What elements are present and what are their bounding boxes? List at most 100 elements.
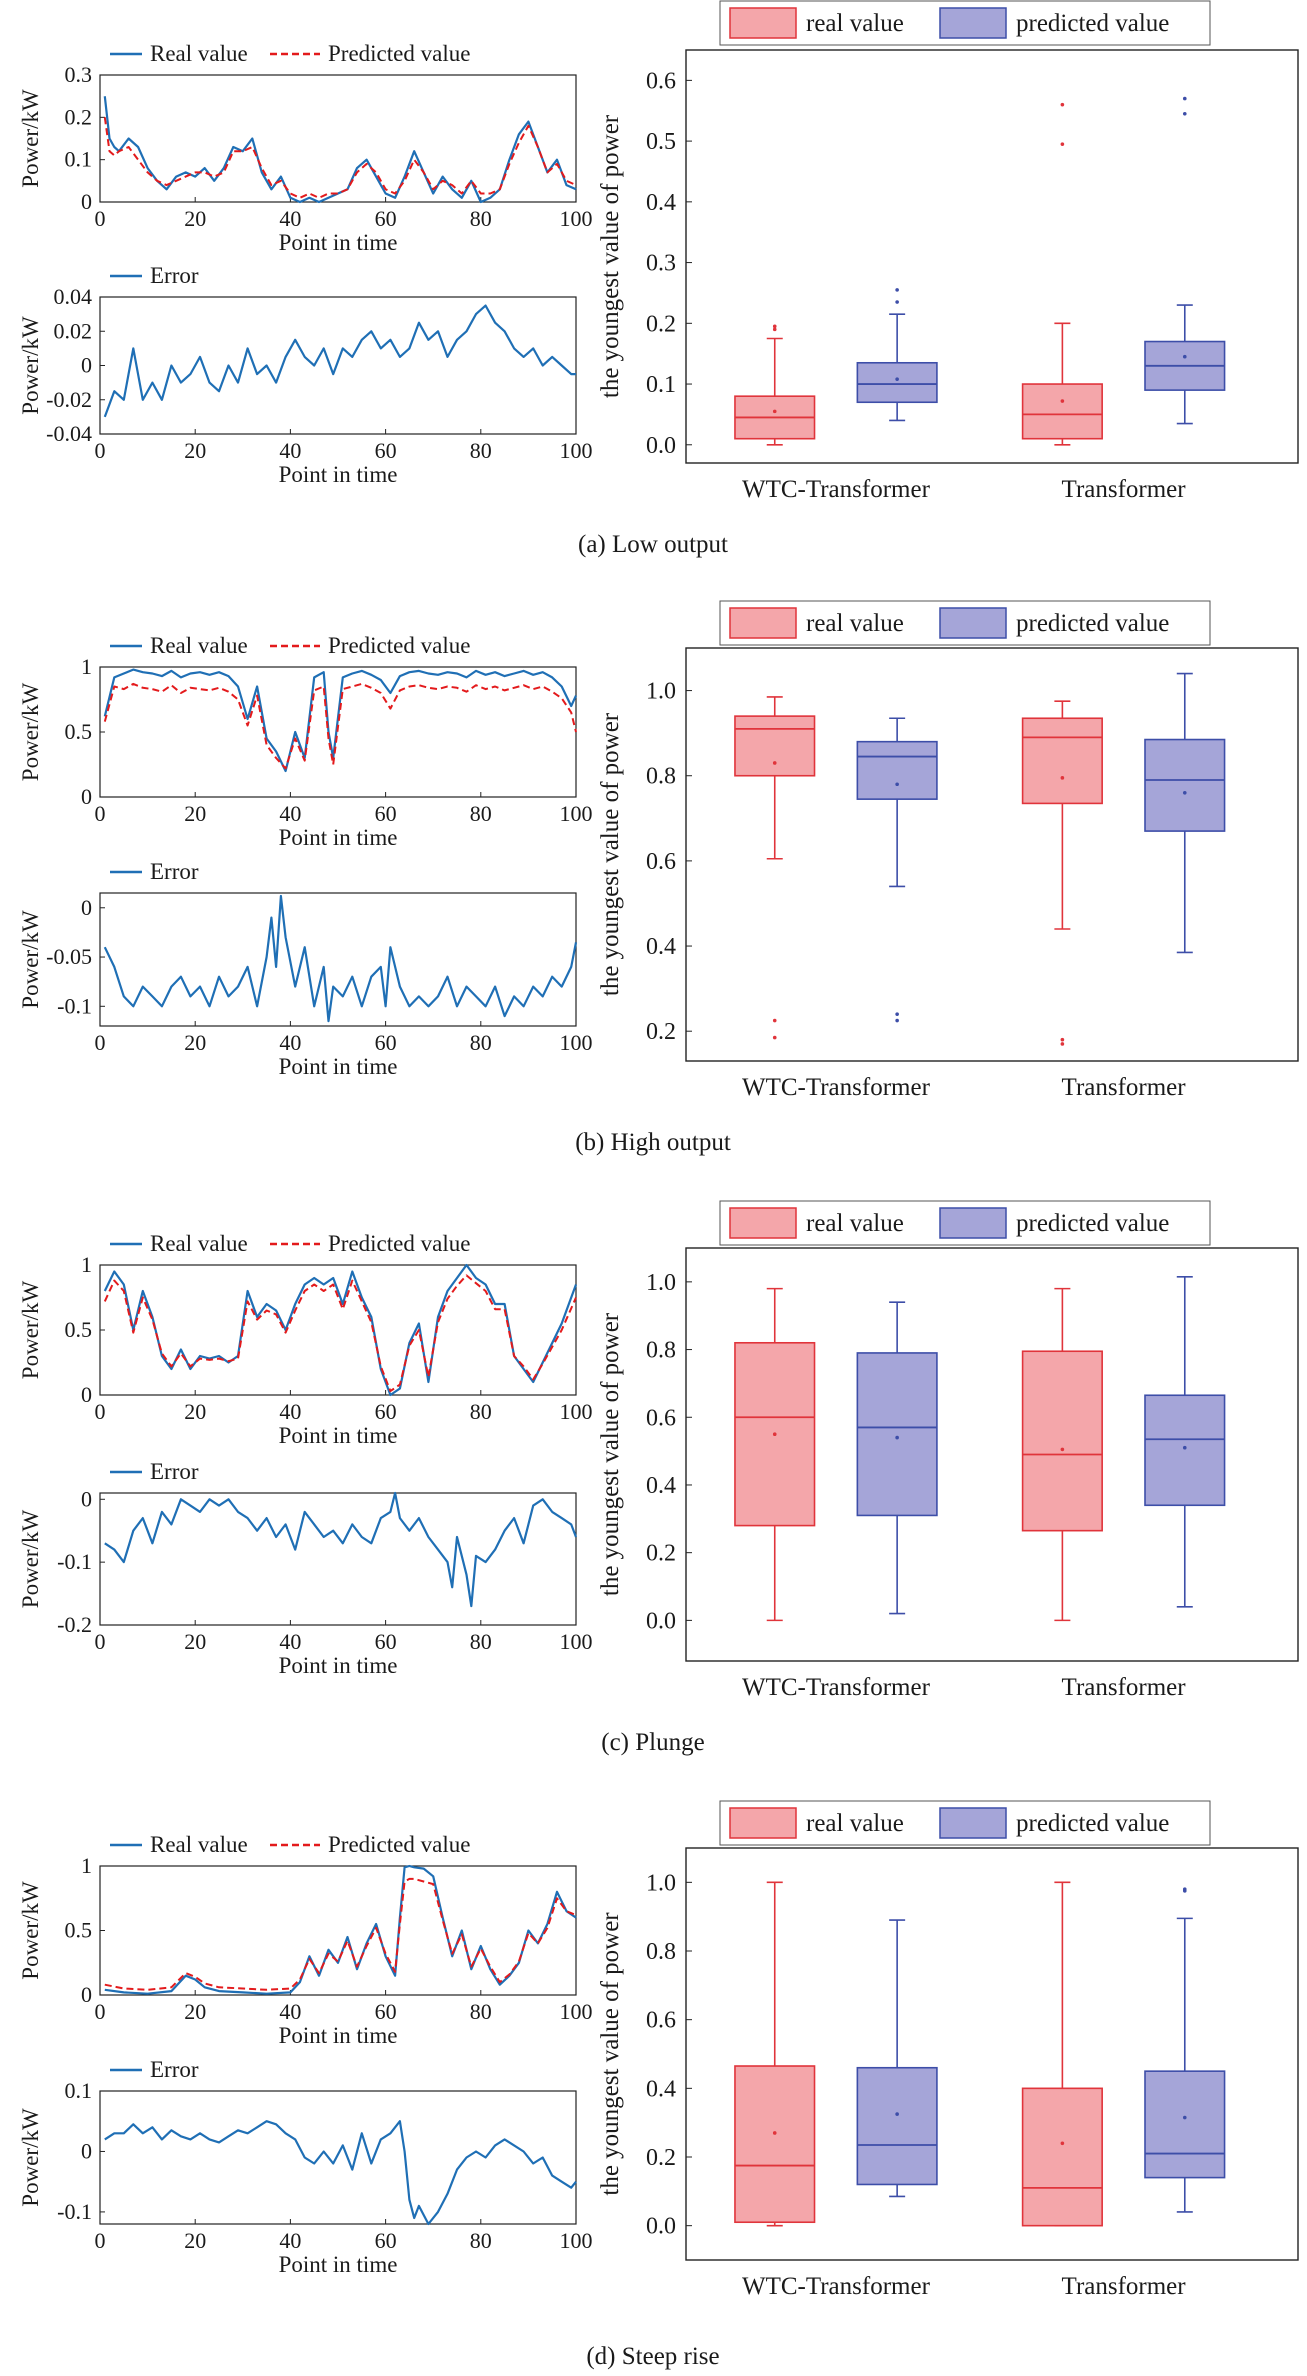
x-axis-label: Point in time	[279, 1653, 398, 1678]
y-tick-label: -0.1	[57, 2199, 92, 2224]
real-value-mean-marker	[772, 761, 777, 765]
x-axis-label: Point in time	[279, 1423, 398, 1448]
error-series	[104, 1491, 578, 1608]
y-tick-label: 0	[81, 1486, 92, 1511]
x-axis-label: Point in time	[279, 2252, 398, 2277]
y-tick-label: 0.6	[646, 1405, 676, 1431]
y-tick-label: 0.8	[646, 764, 676, 790]
y-tick-label: 0.4	[646, 1473, 676, 1499]
y-tick-label: 1.0	[646, 679, 676, 705]
real-value-outlier-point	[772, 1035, 777, 1040]
y-tick-label: 0.4	[646, 934, 676, 960]
category-label: Transformer	[1062, 1074, 1187, 1101]
predicted-value-box	[1144, 738, 1226, 832]
x-tick-label: 80	[470, 2228, 492, 2253]
predicted-value-mean-marker	[1182, 1445, 1187, 1450]
error-series	[103, 304, 576, 418]
x-tick-label: 60	[375, 801, 397, 826]
y-tick-label: 0.2	[65, 104, 93, 129]
y-tick-label: 0.2	[646, 1019, 676, 1045]
predicted-value-box	[1144, 1394, 1226, 1507]
real-value-mean-marker	[1060, 1447, 1065, 1452]
predicted-value-box	[856, 1352, 938, 1517]
real-value-box	[1021, 2087, 1103, 2227]
x-tick-label: 0	[95, 1999, 106, 2024]
x-tick-label: 60	[375, 1399, 397, 1424]
x-tick-label: 0	[95, 1030, 106, 1055]
legend-label: Error	[150, 1459, 199, 1484]
real-value-mean-marker	[772, 1432, 777, 1436]
real-value-series	[104, 1864, 577, 1995]
real-value-mean-marker	[1060, 2141, 1065, 2146]
x-tick-label: 40	[279, 801, 301, 826]
x-tick-label: 20	[184, 2228, 206, 2253]
category-label: Transformer	[1062, 1674, 1187, 1701]
line-axes-frame	[99, 1264, 577, 1396]
y-tick-label: 0	[81, 189, 92, 214]
y-tick-label: 0.5	[65, 719, 93, 744]
legend-label: predicted value	[1016, 1810, 1169, 1837]
x-tick-label: 100	[560, 206, 593, 231]
real-value-box	[1021, 717, 1103, 805]
x-axis-label: Point in time	[279, 825, 398, 850]
y-tick-label: 0.4	[646, 2076, 676, 2102]
y-tick-label: 0	[81, 895, 92, 920]
legend-label: Real value	[150, 1832, 248, 1857]
x-tick-label: 100	[560, 438, 593, 463]
y-tick-label: 0.02	[54, 318, 93, 343]
predicted-value-box	[856, 361, 938, 404]
x-tick-label: 100	[560, 1030, 593, 1055]
real-value-mean-marker	[1060, 399, 1065, 403]
y-axis-label: Power/kW	[18, 683, 43, 782]
predicted-value-mean-marker	[895, 2112, 899, 2116]
y-tick-label: 0.0	[646, 433, 676, 459]
line-axes-frame	[99, 892, 577, 1027]
x-tick-label: 20	[184, 801, 206, 826]
y-tick-label: 0	[81, 1982, 92, 2007]
legend-label: real value	[806, 1210, 904, 1237]
x-tick-label: 80	[470, 438, 492, 463]
y-tick-label: 1	[81, 1252, 92, 1277]
y-axis-label: Power/kW	[18, 1881, 43, 1980]
line-axes-frame	[99, 74, 577, 203]
predicted-value-outlier-point	[895, 300, 899, 304]
x-tick-label: 40	[279, 2228, 301, 2253]
x-tick-label: 0	[95, 1629, 106, 1654]
y-tick-label: 0.3	[65, 62, 93, 87]
y-tick-label: 0.0	[646, 1608, 676, 1634]
x-tick-label: 60	[375, 206, 397, 231]
category-label: Transformer	[1062, 476, 1187, 503]
y-axis-label: Power/kW	[18, 89, 43, 188]
y-tick-label: 0.2	[646, 2145, 676, 2171]
real-value-outlier-point	[1060, 102, 1065, 107]
legend-label: Predicted value	[328, 41, 470, 66]
real-value-outlier-point	[772, 1018, 777, 1023]
y-tick-label: -0.04	[46, 421, 92, 446]
predicted-value-outlier-point	[895, 1018, 899, 1023]
x-tick-label: 20	[184, 1999, 206, 2024]
y-axis-label: the youngest value of power	[597, 712, 624, 996]
x-tick-label: 80	[470, 1399, 492, 1424]
category-label: WTC-Transformer	[742, 2273, 931, 2300]
x-tick-label: 80	[470, 801, 492, 826]
x-tick-label: 0	[95, 438, 106, 463]
legend-label: Predicted value	[328, 1832, 470, 1857]
y-tick-label: 0.1	[65, 2078, 93, 2103]
y-tick-label: 0	[81, 1382, 92, 1407]
panel-caption: (b) High output	[575, 1129, 731, 1156]
y-tick-label: 0.6	[646, 849, 676, 875]
line-axes-frame	[99, 666, 577, 798]
y-tick-label: 0.8	[646, 1338, 676, 1364]
real-value-mean-marker	[772, 409, 777, 414]
y-axis-label: the youngest value of power	[597, 1312, 624, 1596]
line-axes-frame	[99, 1865, 577, 1996]
y-tick-label: 0.1	[646, 372, 676, 398]
legend-label: Real value	[150, 1231, 248, 1256]
predicted-value-outlier-point	[895, 1012, 899, 1016]
legend-label: Real value	[150, 41, 248, 66]
y-axis-label: Power/kW	[18, 1510, 43, 1609]
predicted-value-outlier-point	[1182, 111, 1187, 116]
real-value-series	[103, 668, 577, 773]
real-value-outlier-point	[1060, 1042, 1065, 1046]
